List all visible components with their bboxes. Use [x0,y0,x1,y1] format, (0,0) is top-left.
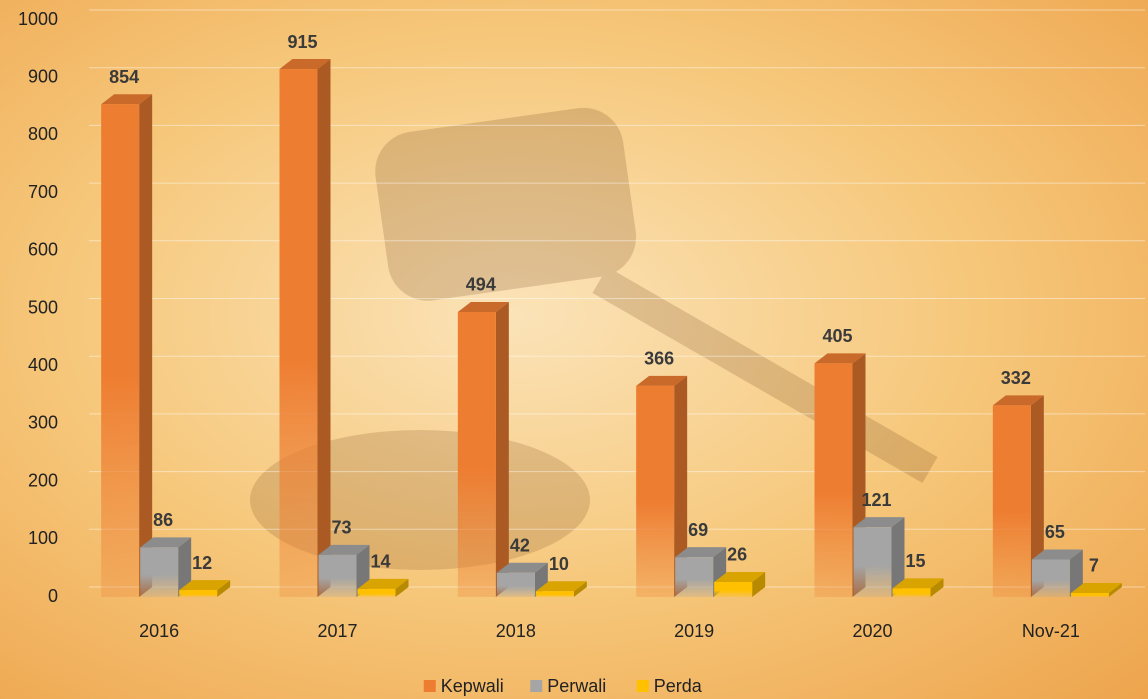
bar [280,59,331,597]
value-label: 854 [109,67,139,87]
bar-front [675,557,713,597]
x-tick-label: Nov-21 [1022,621,1080,641]
legend-swatch [424,680,436,692]
value-label: 69 [688,520,708,540]
y-tick-label: 0 [48,586,58,606]
value-label: 65 [1045,522,1065,542]
bar-front [179,590,217,597]
value-label: 494 [466,275,496,295]
bar-front [893,588,931,597]
value-label: 7 [1089,556,1099,576]
bar-front [358,589,396,597]
value-label: 14 [370,552,390,572]
y-tick-label: 1000 [18,9,58,29]
value-label: 86 [153,510,173,530]
legend-label: Perwali [547,676,606,696]
bar-front [536,591,574,597]
bar-front [714,582,752,597]
legend-label: Perda [654,676,703,696]
x-tick-label: 2020 [852,621,892,641]
y-tick-label: 800 [28,124,58,144]
y-tick-label: 300 [28,413,58,433]
legend-label: Kepwali [441,676,504,696]
x-tick-label: 2016 [139,621,179,641]
value-label: 366 [644,349,674,369]
bar-front [140,547,178,597]
y-tick-label: 600 [28,240,58,260]
x-tick-label: 2018 [496,621,536,641]
value-label: 73 [331,518,351,538]
y-tick-label: 500 [28,297,58,317]
bar-front [458,312,496,597]
value-label: 915 [287,32,317,52]
y-tick-label: 900 [28,66,58,86]
bar-front [815,363,853,597]
chart: 0 100 200 300 400 500 600 700 800 900 1000 2016 854 8… [0,0,1148,699]
x-tick-label: 2017 [317,621,357,641]
bar-side [139,94,152,597]
bar-front [993,405,1031,597]
value-label: 121 [861,490,891,510]
value-label: 332 [1001,368,1031,388]
y-tick-label: 400 [28,355,58,375]
value-label: 10 [549,554,569,574]
y-tick-label: 100 [28,528,58,548]
bar-front [280,69,318,597]
value-label: 15 [905,551,925,571]
y-tick-label: 200 [28,470,58,490]
bar-front [319,555,357,597]
value-label: 12 [192,553,212,573]
bar-front [1032,559,1070,597]
page: {"chart_data": {"type": "bar3d", "catego… [0,0,1148,699]
bar-front [101,104,139,597]
x-tick-label: 2019 [674,621,714,641]
legend-swatch [530,680,542,692]
y-tick-label: 700 [28,182,58,202]
value-label: 26 [727,545,747,565]
bar [458,302,509,597]
bar-side [318,59,331,597]
bar-front [636,386,674,597]
bar-front [497,573,535,597]
bar-front [854,527,892,597]
bar [101,94,152,597]
legend-swatch [637,680,649,692]
value-label: 405 [822,326,852,346]
bar-side [496,302,509,597]
bar-front [1071,593,1109,597]
value-label: 42 [510,536,530,556]
